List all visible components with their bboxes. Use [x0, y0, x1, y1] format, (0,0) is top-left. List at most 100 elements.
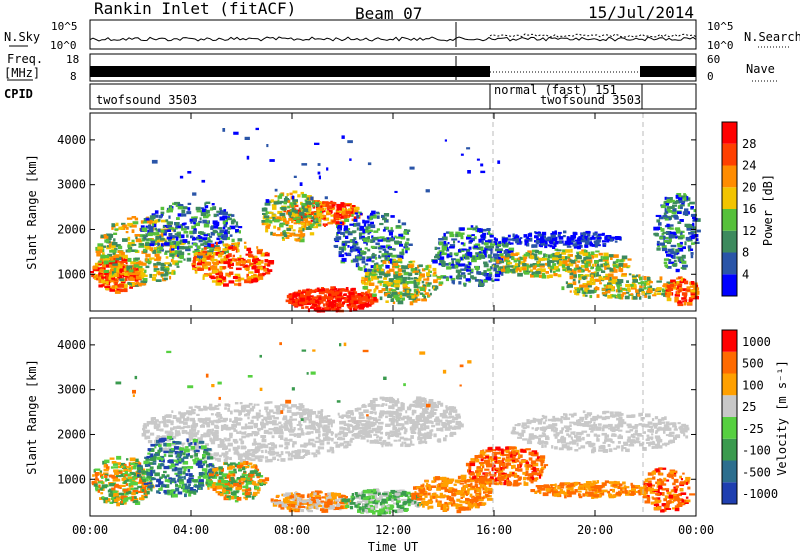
power-cell: [343, 202, 346, 207]
power-cell: [181, 213, 187, 217]
power-cell: [253, 273, 257, 276]
power-cell: [148, 228, 154, 233]
power-cell: [476, 256, 479, 260]
velocity-cell: [356, 425, 359, 430]
power-cell: [518, 261, 521, 264]
power-cell: [387, 294, 393, 298]
power-cell: [611, 236, 617, 239]
power-cell: [163, 269, 167, 272]
power-cell: [357, 266, 361, 271]
power-cell: [139, 234, 146, 238]
power-cell: [483, 279, 488, 283]
power-cell: [192, 218, 197, 222]
power-cell: [193, 228, 197, 232]
power-cell: [571, 270, 577, 275]
power-cell: [322, 288, 326, 292]
power-cell: [192, 260, 196, 264]
velocity-cell: [368, 429, 374, 434]
velocity-cell: [290, 454, 296, 458]
power-cell: [612, 261, 617, 264]
velocity-cell: [373, 421, 377, 426]
velocity-cell: [315, 428, 320, 432]
velocity-cell: [360, 429, 365, 432]
velocity-cell: [422, 434, 427, 439]
velocity-cell: [256, 403, 260, 406]
power-cell: [330, 290, 337, 294]
power-cell: [615, 265, 619, 269]
velocity-cell: [299, 424, 302, 428]
power-cell: [407, 264, 414, 269]
power-cell: [215, 224, 219, 227]
power-cell: [536, 261, 541, 266]
power-cell: [405, 241, 409, 245]
power-cell: [286, 193, 289, 197]
power-cell: [403, 265, 410, 270]
velocity-cell: [291, 404, 297, 408]
power-cell: [195, 236, 200, 239]
power-cell: [361, 292, 366, 295]
power-cell: [287, 211, 292, 216]
power-cell: [647, 287, 651, 291]
power-cell: [532, 266, 537, 270]
power-cell: [408, 272, 413, 276]
power-cell: [497, 254, 500, 257]
power-cell: [310, 196, 314, 201]
velocity-cell: [245, 450, 248, 455]
velocity-cell: [300, 444, 306, 448]
velocity-cell: [264, 419, 268, 422]
power-cell: [535, 270, 541, 275]
power-cell: [254, 274, 258, 278]
power-cell: [111, 242, 118, 246]
power-cell: [235, 261, 242, 266]
power-cell: [376, 228, 380, 231]
power-cell: [269, 159, 275, 162]
power-cell: [128, 269, 134, 273]
power-cell: [654, 289, 658, 292]
velocity-cell: [214, 407, 220, 410]
power-cell: [225, 243, 229, 246]
power-cell: [654, 232, 658, 237]
power-cell: [679, 219, 684, 222]
power-cell: [409, 301, 414, 306]
velocity-cell: [436, 427, 441, 432]
power-cell: [496, 250, 502, 254]
velocity-cell: [420, 419, 425, 422]
velocity-cell: [647, 421, 653, 425]
power-cell: [455, 260, 459, 264]
power-cell: [418, 264, 423, 268]
power-cell: [427, 294, 431, 297]
velocity-cell: [348, 430, 351, 434]
velocity-cell: [323, 437, 326, 441]
power-cell: [419, 273, 425, 278]
power-cell: [248, 271, 254, 274]
power-cell: [179, 239, 183, 243]
power-cell: [470, 225, 474, 228]
velocity-cell: [244, 423, 248, 428]
power-cell: [398, 291, 403, 296]
power-cell: [469, 240, 473, 243]
velocity-cell: [241, 409, 246, 413]
velocity-cell: [158, 421, 162, 424]
power-cell: [210, 244, 214, 248]
power-cell: [531, 256, 537, 259]
power-cell: [688, 299, 693, 304]
power-cell: [673, 286, 676, 289]
velocity-cell: [180, 412, 186, 416]
velocity-cell: [239, 418, 243, 421]
power-cell: [356, 227, 359, 231]
power-cell: [494, 273, 501, 278]
velocity-cell: [240, 441, 244, 445]
power-cell: [167, 264, 172, 267]
power-cell: [432, 259, 438, 264]
power-colorbar-swatches: [722, 122, 737, 296]
power-cell: [666, 297, 672, 302]
velocity-cell: [375, 430, 381, 434]
power-cell: [116, 272, 120, 277]
velocity-cell: [241, 431, 246, 435]
velocity-cell: [618, 420, 624, 424]
velocity-cell: [172, 415, 177, 419]
power-cell: [381, 214, 385, 218]
velocity-cell: [614, 428, 619, 431]
power-cell: [502, 238, 508, 242]
velocity-cell: [250, 458, 256, 462]
